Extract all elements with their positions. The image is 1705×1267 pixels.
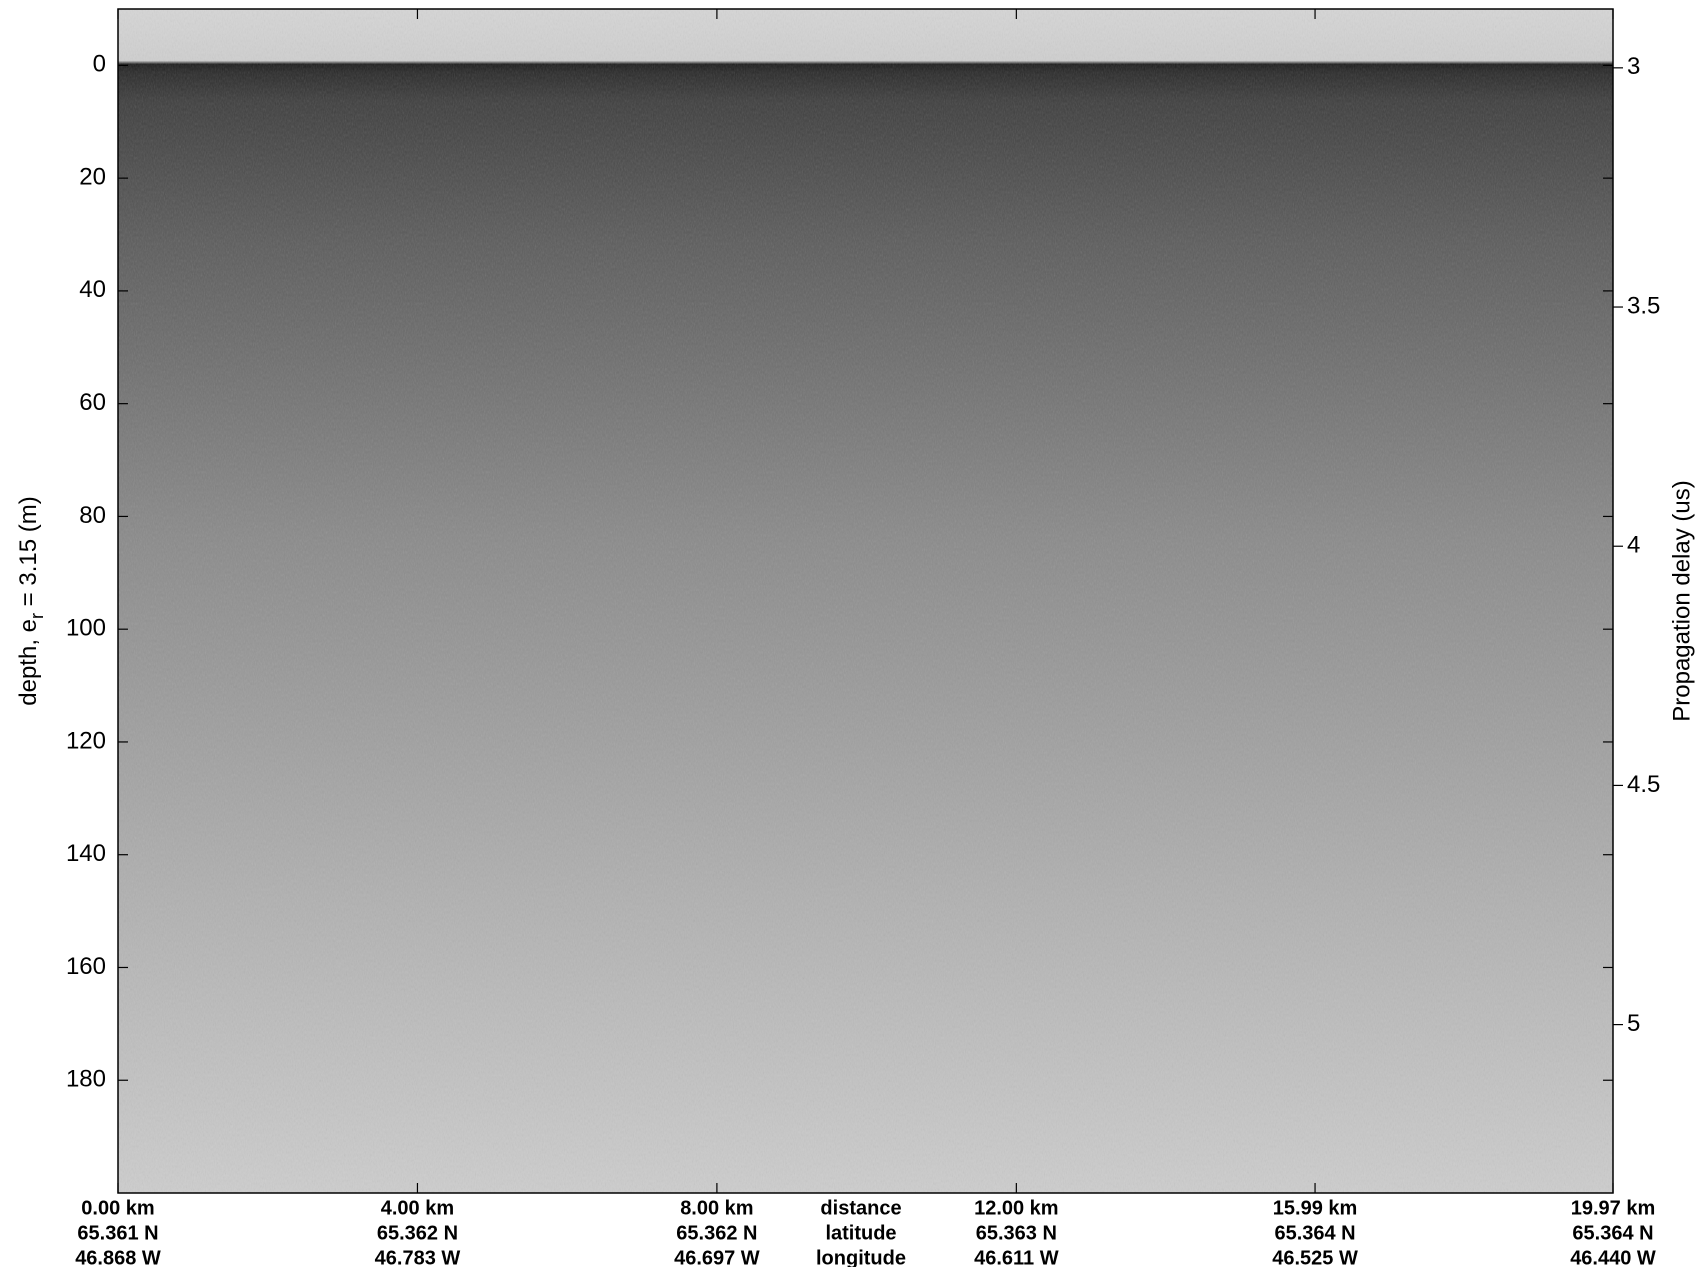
latitude-label: 65.362 N (676, 1222, 757, 1244)
latitude-label: 65.364 N (1572, 1222, 1653, 1244)
row-name: latitude (825, 1222, 896, 1244)
y-tick-label: 20 (79, 163, 106, 190)
latitude-label: 65.362 N (377, 1222, 458, 1244)
y2-axis-label: Propagation delay (us) (1668, 480, 1695, 721)
x-tick-label: 8.00 km (680, 1197, 753, 1219)
y-tick-label: 120 (66, 727, 106, 754)
y-axis-label: depth, er = 3.15 (m) (15, 496, 46, 705)
y-tick-label: 40 (79, 276, 106, 303)
y-label-suffix: = 3.15 (m) (15, 496, 42, 613)
y2-tick-label: 3.5 (1627, 292, 1660, 319)
y-tick-label: 160 (66, 953, 106, 980)
y-tick-label: 180 (66, 1066, 106, 1093)
y2-tick-label: 4.5 (1627, 771, 1660, 798)
longitude-label: 46.611 W (974, 1247, 1059, 1267)
row-name: longitude (816, 1247, 906, 1267)
latitude-label: 65.361 N (77, 1222, 158, 1244)
longitude-label: 46.697 W (674, 1247, 760, 1267)
y-tick-label: 140 (66, 840, 106, 867)
echogram-noise (118, 9, 1613, 1193)
longitude-label: 46.783 W (375, 1247, 461, 1267)
y-tick-label: 0 (93, 51, 106, 78)
y2-tick-label: 3 (1627, 53, 1640, 80)
x-tick-label: 4.00 km (381, 1197, 454, 1219)
x-tick-label: 15.99 km (1273, 1197, 1358, 1219)
longitude-label: 46.440 W (1570, 1247, 1656, 1267)
y-label-subscript: r (27, 613, 47, 619)
y-tick-label: 100 (66, 615, 106, 642)
y-tick-label: 60 (79, 389, 106, 416)
y2-tick-label: 5 (1627, 1010, 1640, 1037)
plot-frame (117, 8, 1614, 1194)
x-tick-label: 0.00 km (81, 1197, 154, 1219)
row-name: distance (820, 1197, 901, 1219)
x-tick-label: 19.97 km (1571, 1197, 1656, 1219)
y-tick-label: 80 (79, 502, 106, 529)
latitude-label: 65.364 N (1274, 1222, 1355, 1244)
echogram-image (118, 9, 1613, 1193)
longitude-label: 46.868 W (75, 1247, 161, 1267)
y2-tick-label: 4 (1627, 532, 1640, 559)
y-label-text: depth, e (15, 619, 42, 706)
longitude-label: 46.525 W (1272, 1247, 1358, 1267)
latitude-label: 65.363 N (976, 1222, 1057, 1244)
x-tick-label: 12.00 km (974, 1197, 1059, 1219)
